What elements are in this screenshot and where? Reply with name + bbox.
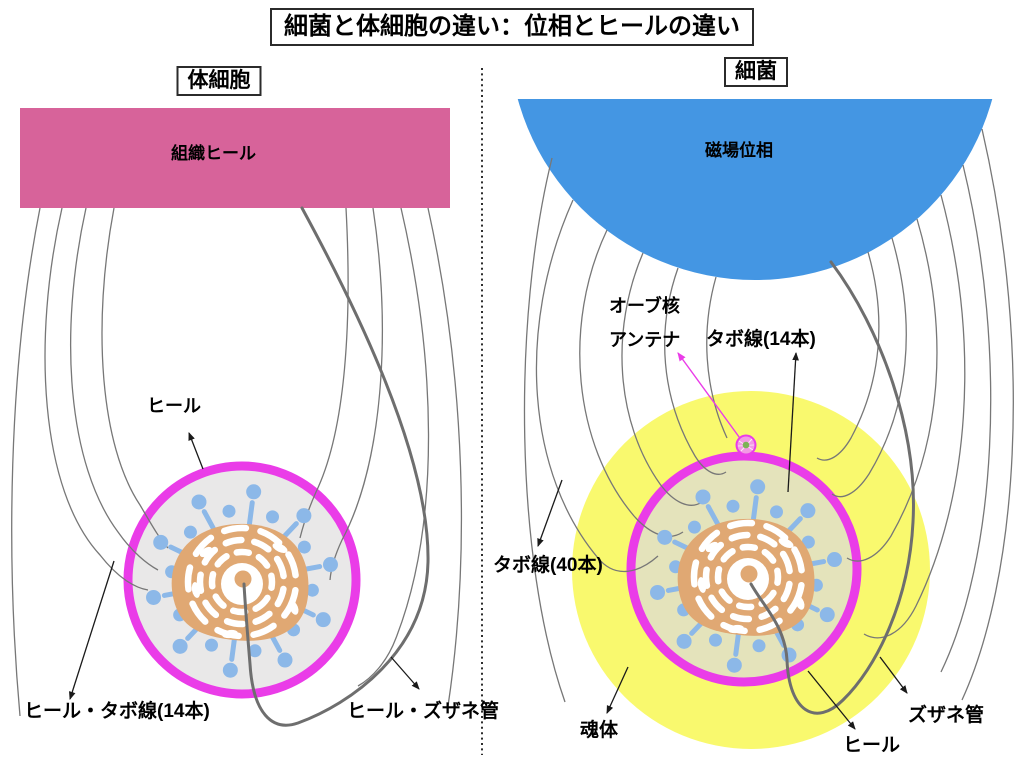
zuzane-tube-right [749,260,915,715]
heal-pins-right [650,479,842,673]
label-soul-body: 魂体 [580,720,619,741]
label-zuzane-tube: ズザネ管 [908,705,985,726]
tissue-heal-bar [20,108,450,208]
label-tissue-heal: 組織ヒール [171,144,256,163]
label-orb-core: オーブ核 [609,296,680,316]
antenna-line [677,352,743,442]
label-heal-left: ヒール [147,396,201,416]
tabo-lines-right [523,128,1014,703]
tabo-lines-left [11,207,463,717]
label-heal-right: ヒール [843,735,901,756]
diagram-title: 細菌と体細胞の違い：位相とヒールの違い [270,8,754,46]
header-bacteria: 細菌 [724,57,788,88]
label-magnetic-phase: 磁場位相 [705,141,773,160]
label-tabo-line-40: タボ線(40本) [493,555,603,576]
label-heal-zuzane-tube: ヒール・ズザネ管 [347,701,500,722]
magnetic-phase-shape [517,99,993,280]
orb-core-shape [677,352,757,456]
label-heal-tabo-line: ヒール・タボ線(14本) [24,701,210,722]
label-antenna: アンテナ [609,330,681,350]
annotation-arrows [68,351,908,730]
label-tabo-line-14: タボ線(14本) [706,329,816,350]
header-somatic-cell: 体細胞 [176,66,262,97]
zuzane-tube-left [242,206,430,727]
